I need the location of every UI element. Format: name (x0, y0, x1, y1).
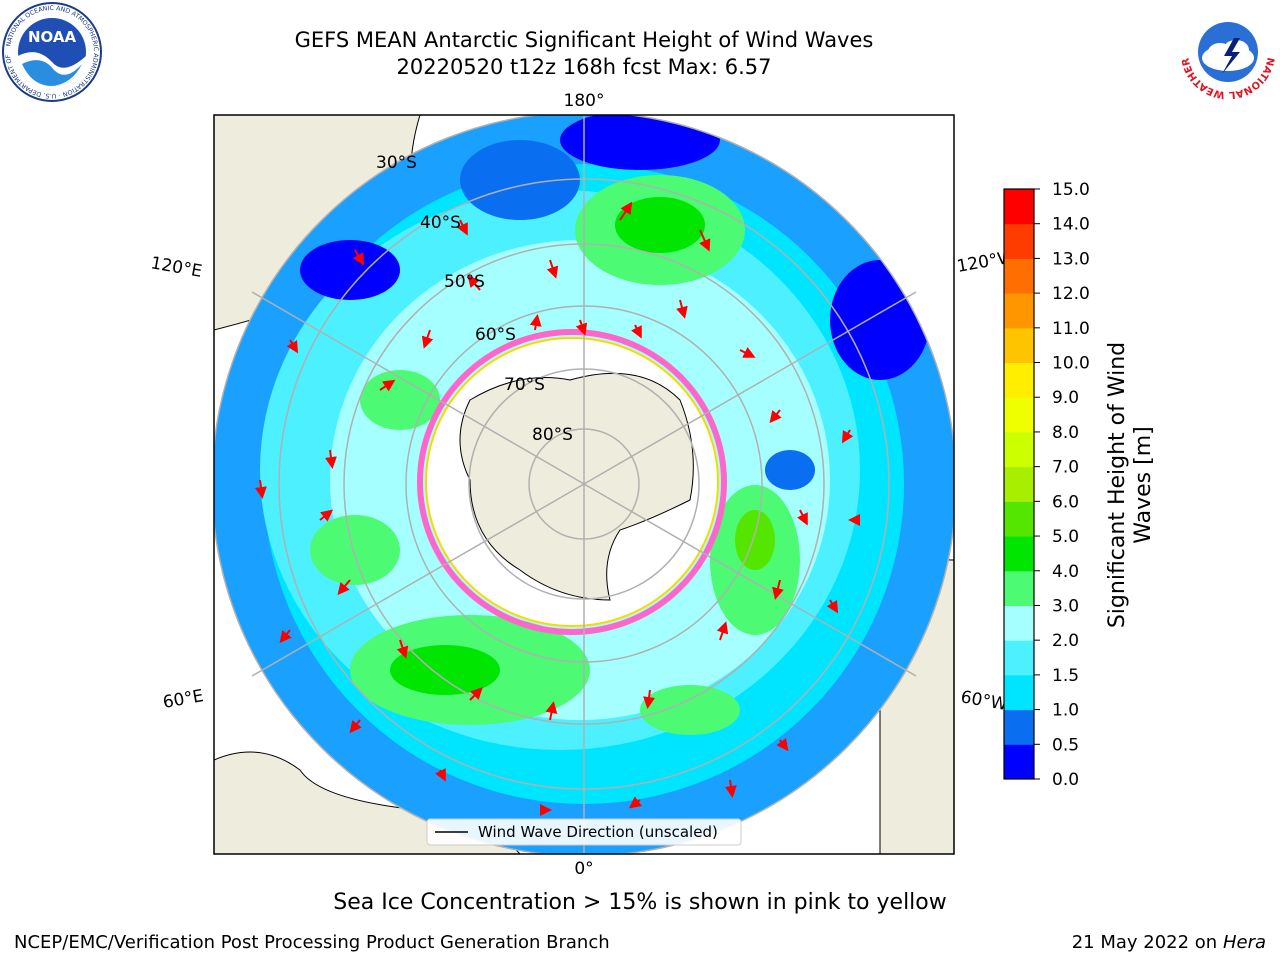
colorbar-segment (1004, 674, 1034, 711)
colorbar-segment (1004, 223, 1034, 259)
colorbar-tick-label: 6.0 (1052, 492, 1079, 512)
sea-ice-caption: Sea Ice Concentration > 15% is shown in … (333, 890, 947, 915)
colorbar-segment (1004, 397, 1034, 433)
colorbar-segment (1004, 431, 1034, 468)
colorbar-tick-label: 12.0 (1052, 284, 1090, 304)
colorbar-tick-label: 5.0 (1052, 527, 1079, 547)
lon-label-180: 180° (564, 91, 605, 111)
colorbar-segment (1004, 327, 1034, 364)
legend-label: Wind Wave Direction (unscaled) (478, 823, 718, 841)
colorbar-segment (1004, 640, 1034, 676)
colorbar-segment (1004, 605, 1034, 641)
colorbar-tick-label: 1.5 (1052, 666, 1079, 686)
colorbar-label-line1: Significant Height of Wind (1105, 342, 1130, 628)
colorbar-segment (1004, 709, 1034, 745)
colorbar-tick-label: 0.5 (1052, 735, 1079, 755)
colorbar-segment (1004, 189, 1034, 225)
footer-date: 21 May 2022 on Hera (1071, 932, 1266, 953)
colorbar-tick-label: 2.0 (1052, 631, 1079, 651)
lat-label-80s: 80°S (532, 425, 573, 445)
colorbar-segment (1004, 258, 1034, 294)
colorbar-segment (1004, 501, 1034, 537)
map-frame (213, 114, 955, 855)
map-subtitle: 20220520 t12z 168h fcst Max: 6.57 (396, 55, 772, 79)
colorbar-tick-label: 3.0 (1052, 596, 1079, 616)
lon-label-0: 0° (574, 859, 593, 879)
colorbar (1004, 189, 1034, 780)
colorbar-tick-label: 15.0 (1052, 180, 1090, 200)
noaa-logo-text: NOAA (28, 28, 77, 46)
latitude-labels: 30°S 40°S 50°S 60°S 70°S 80°S (376, 153, 573, 445)
map-field: 30°S 40°S 50°S 60°S 70°S 80°S (214, 115, 954, 854)
colorbar-tick-label: 13.0 (1052, 249, 1090, 269)
colorbar-segment (1004, 744, 1034, 780)
colorbar-segment (1004, 536, 1034, 572)
colorbar-segment (1004, 362, 1034, 398)
wind-wave-arrows (254, 201, 860, 816)
colorbar-tick-label: 14.0 (1052, 215, 1090, 235)
map-title: GEFS MEAN Antarctic Significant Height o… (294, 28, 874, 52)
lat-label-30s: 30°S (376, 153, 417, 173)
colorbar-segment (1004, 466, 1034, 502)
colorbar-tick-label: 7.0 (1052, 458, 1079, 478)
lat-label-70s: 70°S (504, 375, 545, 395)
colorbar-segment (1004, 293, 1034, 329)
lon-label-60w: 60°W (959, 687, 1009, 715)
lat-label-60s: 60°S (475, 325, 516, 345)
footer-credit: NCEP/EMC/Verification Post Processing Pr… (14, 932, 610, 953)
colorbar-label-line2: Waves [m] (1131, 426, 1156, 543)
colorbar-tick-label: 11.0 (1052, 319, 1090, 339)
nws-logo: NATIONAL WEATHER SERVICE (1172, 0, 1280, 102)
colorbar-tick-label: 4.0 (1052, 562, 1079, 582)
wind-wave-legend: Wind Wave Direction (unscaled) (426, 818, 742, 846)
lon-label-60e: 60°E (161, 686, 205, 713)
colorbar-tick-label: 10.0 (1052, 354, 1090, 374)
lat-label-40s: 40°S (420, 213, 461, 233)
colorbar-segment (1004, 570, 1034, 606)
colorbar-tick-label: 0.0 (1052, 770, 1079, 790)
noaa-logo: NOAA NATIONAL OCEANIC AND ATMOSPHERIC AD… (0, 0, 102, 102)
colorbar-tick-label: 9.0 (1052, 388, 1079, 408)
colorbar-tick-label: 1.0 (1052, 701, 1079, 721)
colorbar-tick-label: 8.0 (1052, 423, 1079, 443)
lon-label-120e: 120°E (149, 253, 203, 282)
lat-label-50s: 50°S (444, 272, 485, 292)
